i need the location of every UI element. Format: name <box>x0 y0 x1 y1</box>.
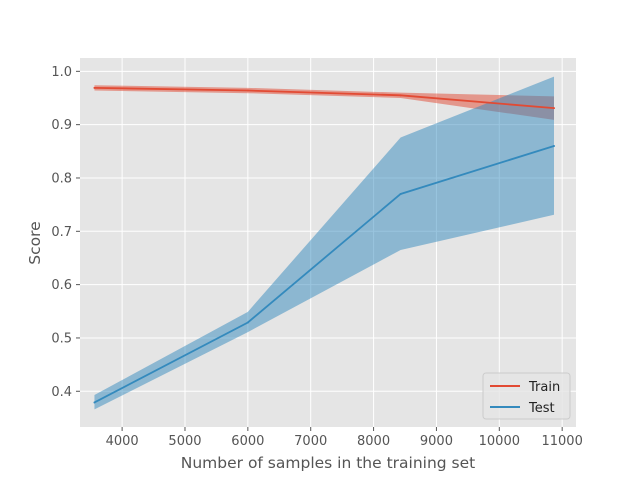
x-tick-label: 6000 <box>231 434 264 449</box>
y-tick-label: 0.9 <box>51 118 72 133</box>
x-tick-label: 5000 <box>168 434 201 449</box>
train-point <box>93 86 96 89</box>
series-lines <box>93 86 555 404</box>
x-tick-label: 8000 <box>357 434 390 449</box>
train-point <box>399 94 402 97</box>
x-tick-label: 10000 <box>479 434 520 449</box>
y-tick-label: 0.6 <box>51 278 72 293</box>
y-tick-label: 1.0 <box>51 65 72 80</box>
x-tick-label: 9000 <box>420 434 453 449</box>
train-point <box>246 89 249 92</box>
std-bands <box>94 76 554 410</box>
x-tick-label: 11000 <box>541 434 582 449</box>
train-point <box>552 107 555 110</box>
y-tick-label: 0.5 <box>51 331 72 346</box>
y-axis-ticks: 0.4 0.5 0.6 0.7 0.8 0.9 1.0 <box>51 65 80 400</box>
legend: Train Test <box>482 372 571 420</box>
y-tick-label: 0.4 <box>51 385 72 400</box>
y-tick-label: 0.7 <box>51 225 72 240</box>
y-axis-label: Score <box>26 221 44 264</box>
x-axis-ticks: 4000 5000 6000 7000 8000 9000 10000 11000 <box>106 427 583 449</box>
train-std-band <box>94 85 554 120</box>
legend-test-label: Test <box>528 401 555 416</box>
test-point <box>246 321 249 324</box>
y-tick-label: 0.8 <box>51 171 72 186</box>
test-line <box>94 145 555 404</box>
test-point <box>399 192 402 195</box>
x-tick-label: 7000 <box>294 434 327 449</box>
train-line <box>94 86 555 110</box>
test-point <box>552 144 555 147</box>
test-point <box>93 401 96 404</box>
test-std-band <box>94 76 554 410</box>
x-tick-label: 4000 <box>106 434 139 449</box>
legend-train-label: Train <box>528 380 560 395</box>
x-axis-label: Number of samples in the training set <box>181 454 476 472</box>
